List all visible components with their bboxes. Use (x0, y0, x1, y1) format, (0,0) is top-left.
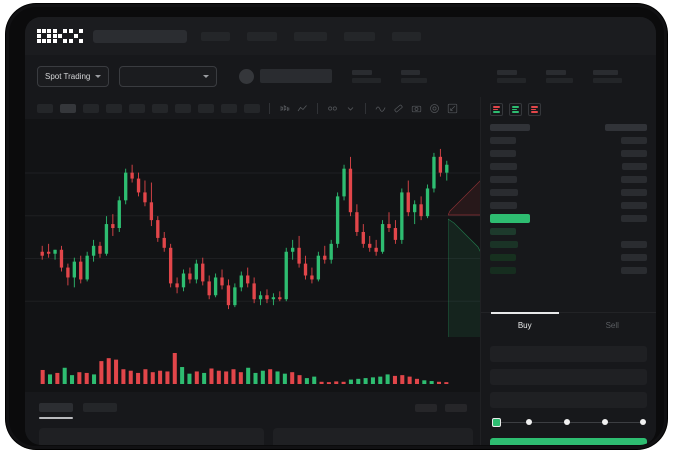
toolbar-divider (365, 102, 366, 114)
slider-stop-100[interactable] (640, 419, 646, 425)
bottom-tab-open-orders[interactable] (39, 403, 73, 412)
timeframe-button-3[interactable] (83, 103, 99, 113)
slider-stop-75[interactable] (602, 419, 608, 425)
place-order-button[interactable] (490, 438, 647, 445)
candlestick-chart[interactable] (25, 119, 480, 337)
bottom-card-1 (39, 428, 264, 445)
nav-item-5[interactable] (392, 31, 421, 41)
chevron-down-icon (203, 74, 210, 78)
orderbook-row[interactable] (490, 175, 647, 184)
search-input[interactable] (93, 29, 187, 43)
stat-4 (546, 69, 574, 83)
tab-sell[interactable]: Sell (569, 313, 657, 338)
slider-stop-25[interactable] (526, 419, 532, 425)
orderbook-row[interactable] (490, 162, 647, 171)
ruler-icon[interactable] (393, 103, 404, 114)
orderbook-row[interactable] (490, 240, 647, 249)
volume-histogram[interactable] (25, 337, 480, 392)
orderbook-row[interactable] (490, 201, 647, 210)
chevron-down-icon (95, 74, 102, 78)
orderbook-panel: Buy Sell (480, 97, 656, 445)
fullscreen-icon[interactable] (447, 103, 458, 114)
device-frame: Spot Trading (6, 4, 667, 449)
orderbook-row-highlighted[interactable] (490, 214, 647, 223)
toolbar-divider (269, 102, 270, 114)
chart-toolbar (25, 97, 480, 119)
volume-chart-canvas (40, 353, 449, 384)
timeframe-button-1[interactable] (37, 103, 53, 113)
orderbook-row[interactable] (490, 188, 647, 197)
stat-3 (497, 69, 527, 83)
orderbook-row[interactable] (490, 227, 647, 236)
settings-icon[interactable] (429, 103, 440, 114)
nav-item-4[interactable] (344, 31, 375, 41)
trading-pair-select[interactable] (119, 65, 218, 87)
tab-buy-label: Buy (517, 321, 532, 330)
timeframe-button-4[interactable] (106, 103, 122, 113)
orderbook-row[interactable] (490, 253, 647, 262)
top-navigation-bar (25, 17, 656, 55)
orders-panel (25, 392, 480, 445)
pair-avatar (239, 68, 255, 84)
okx-logo[interactable] (37, 29, 83, 43)
orderbook-mode-switcher (481, 97, 656, 120)
orderbook-row[interactable] (490, 266, 647, 275)
order-total-field[interactable] (490, 392, 647, 408)
bottom-tab-order-history[interactable] (83, 403, 117, 412)
stat-2 (401, 69, 428, 83)
slider-stop-50[interactable] (564, 419, 570, 425)
nav-item-3[interactable] (294, 31, 327, 41)
timeframe-button-2[interactable] (60, 103, 76, 113)
order-price-field[interactable] (490, 346, 647, 362)
trading-subheader: Spot Trading (25, 55, 656, 97)
order-amount-field[interactable] (490, 369, 647, 385)
timeframe-button-7[interactable] (175, 103, 191, 113)
chevron-down-icon[interactable] (345, 103, 356, 114)
stat-5 (593, 69, 623, 83)
buy-sell-tabs: Buy Sell (481, 312, 656, 338)
indicator-icon[interactable] (327, 103, 338, 114)
tab-sell-label: Sell (605, 321, 619, 330)
order-amount-slider[interactable] (492, 415, 646, 431)
nav-item-2[interactable] (247, 31, 277, 41)
nav-item-1[interactable] (201, 31, 230, 41)
bottom-tab-active-underline (39, 417, 73, 419)
timeframe-button-5[interactable] (129, 103, 145, 113)
slider-handle[interactable] (492, 418, 501, 427)
timeframe-button-9[interactable] (221, 103, 237, 113)
camera-icon[interactable] (411, 103, 422, 114)
candlestick-icon[interactable] (279, 103, 290, 114)
bottom-action-2[interactable] (445, 404, 467, 412)
timeframe-button-10[interactable] (244, 103, 260, 113)
line-chart-icon[interactable] (297, 103, 308, 114)
orderbook-rows (481, 120, 656, 310)
orderbook-row[interactable] (490, 149, 647, 158)
bottom-action-1[interactable] (415, 404, 437, 412)
stat-1 (352, 69, 382, 83)
timeframe-button-8[interactable] (198, 103, 214, 113)
orderbook-row[interactable] (490, 136, 647, 145)
wave-icon[interactable] (375, 103, 386, 114)
tab-buy[interactable]: Buy (481, 312, 569, 338)
device-screen: Spot Trading (25, 17, 656, 445)
trading-mode-dropdown[interactable]: Spot Trading (37, 65, 110, 87)
orderbook-mode-bids[interactable] (509, 103, 522, 116)
orderbook-header-row (490, 123, 647, 132)
orderbook-mode-both[interactable] (490, 103, 503, 116)
orderbook-mode-asks[interactable] (528, 103, 541, 116)
trading-mode-label: Spot Trading (45, 71, 91, 81)
order-form (481, 338, 656, 408)
bottom-card-2 (273, 428, 473, 445)
candlestick-chart-canvas (25, 148, 480, 310)
toolbar-divider (317, 102, 318, 114)
ticker-price (260, 69, 333, 83)
timeframe-button-6[interactable] (152, 103, 168, 113)
